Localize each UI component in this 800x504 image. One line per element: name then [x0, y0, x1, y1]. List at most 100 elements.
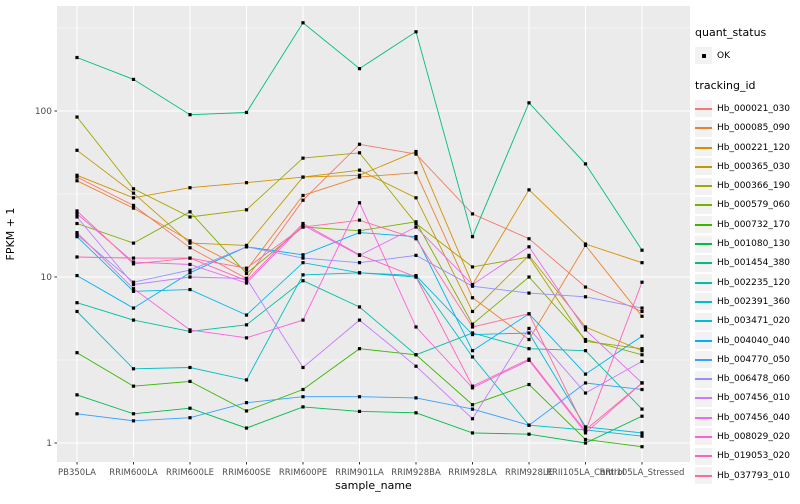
- data-point: [188, 271, 192, 275]
- data-point: [188, 215, 192, 219]
- data-point: [131, 367, 136, 371]
- data-point: [527, 253, 531, 257]
- data-point: [131, 187, 136, 191]
- data-point: [414, 364, 418, 368]
- line-swatch-icon: [695, 177, 712, 195]
- data-point: [357, 231, 362, 235]
- data-point: [357, 142, 362, 146]
- series-color-line: [695, 320, 712, 323]
- data-point: [583, 337, 588, 342]
- x-tick-label: RRIM928BA: [391, 468, 441, 478]
- data-point: [301, 273, 305, 277]
- y-tick-label: 100: [35, 107, 52, 117]
- legend-item-Hb_003471_020: Hb_003471_020: [695, 312, 800, 331]
- data-point: [244, 378, 249, 382]
- line-swatch-icon: [695, 428, 712, 446]
- data-point: [301, 279, 305, 283]
- line-swatch-icon: [695, 139, 712, 157]
- data-point: [131, 260, 136, 264]
- data-point: [527, 275, 531, 279]
- data-point: [583, 428, 588, 432]
- legend-item-ok: OK: [695, 46, 800, 65]
- data-point: [75, 393, 79, 397]
- x-axis-title: sample_name: [335, 479, 412, 492]
- data-point: [640, 353, 644, 357]
- data-point: [414, 237, 418, 241]
- data-point: [244, 181, 249, 185]
- line-swatch-icon: [695, 351, 712, 369]
- legend-item-Hb_006478_060: Hb_006478_060: [695, 369, 800, 388]
- data-point: [470, 349, 475, 353]
- data-point: [75, 255, 79, 259]
- data-point: [301, 405, 305, 409]
- data-point: [301, 156, 305, 160]
- data-point: [301, 198, 305, 202]
- data-point: [301, 225, 305, 229]
- line-swatch-icon: [695, 119, 712, 137]
- data-point: [640, 314, 644, 318]
- line-swatch-icon: [695, 447, 712, 465]
- series-color-line: [695, 474, 712, 477]
- data-point: [188, 210, 192, 214]
- data-point: [131, 306, 136, 310]
- data-point: [131, 289, 136, 293]
- line-swatch-icon: [695, 312, 712, 330]
- data-point: [583, 381, 588, 385]
- y-axis-title: FPKM + 1: [4, 208, 17, 261]
- data-point: [470, 431, 475, 435]
- data-point: [188, 416, 192, 420]
- data-point: [244, 266, 249, 270]
- data-point: [470, 332, 475, 337]
- data-point: [414, 196, 418, 200]
- legend-item-label: Hb_000732_170: [717, 219, 791, 230]
- data-point: [357, 395, 362, 399]
- data-point: [414, 225, 418, 229]
- data-point: [357, 168, 362, 172]
- data-point: [357, 347, 362, 351]
- legend-item-label: Hb_004770_050: [717, 354, 791, 365]
- data-point: [131, 196, 136, 200]
- data-point: [640, 261, 644, 265]
- series-color-line: [695, 281, 712, 284]
- legend-title-tracking-id: tracking_id: [695, 79, 756, 93]
- data-point: [583, 431, 588, 435]
- data-point: [470, 403, 475, 407]
- data-point: [357, 175, 362, 179]
- line-swatch-icon: [695, 274, 712, 292]
- series-color-line: [695, 416, 712, 419]
- data-point: [583, 328, 588, 332]
- x-tick-label: PB350LA: [58, 468, 96, 478]
- x-tick-label: RRIM928LE: [505, 468, 553, 478]
- legend-item-label: Hb_000085_090: [717, 123, 791, 134]
- x-tick-label: RRIM600PE: [279, 468, 327, 478]
- legend-item-label: Hb_000366_190: [717, 181, 791, 192]
- series-color-line: [695, 127, 712, 130]
- data-point: [640, 445, 644, 449]
- legend-item-label: Hb_004040_040: [717, 335, 791, 346]
- data-point: [414, 152, 418, 156]
- data-point: [583, 391, 588, 395]
- data-point: [301, 365, 305, 370]
- legend-item-Hb_000365_030: Hb_000365_030: [695, 157, 800, 176]
- data-point: [470, 384, 475, 388]
- data-point: [244, 281, 249, 285]
- series-color-line: [695, 165, 712, 168]
- legend-item-Hb_000732_170: Hb_000732_170: [695, 215, 800, 234]
- data-point: [75, 175, 79, 179]
- legend-item-label: Hb_000579_060: [717, 200, 791, 211]
- data-point: [527, 337, 531, 342]
- data-point: [640, 414, 644, 418]
- data-point: [244, 426, 249, 430]
- data-point: [470, 296, 475, 300]
- data-point: [414, 353, 418, 357]
- data-point: [583, 437, 588, 442]
- data-point: [357, 218, 362, 222]
- data-point: [188, 379, 192, 384]
- legend-item-Hb_004770_050: Hb_004770_050: [695, 350, 800, 369]
- data-point: [244, 409, 249, 413]
- data-point: [640, 280, 644, 284]
- data-point: [414, 325, 418, 329]
- data-point: [640, 359, 644, 364]
- data-point: [188, 246, 192, 250]
